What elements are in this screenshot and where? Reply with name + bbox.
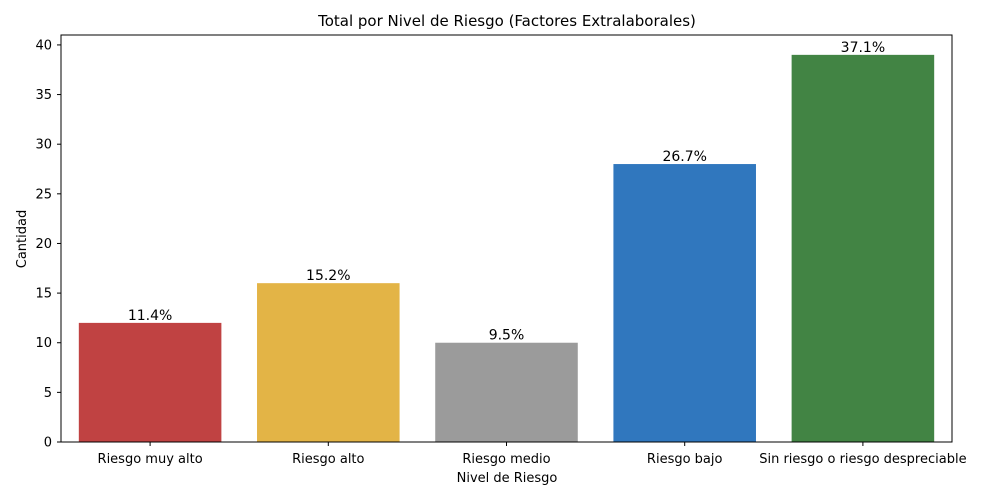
bar: [791, 54, 935, 442]
bar: [78, 322, 222, 442]
y-tick-label: 15: [35, 287, 52, 302]
y-tick-label: 5: [44, 386, 52, 401]
x-tick-label: Sin riesgo o riesgo despreciable: [759, 452, 966, 467]
x-tick-label: Riesgo medio: [462, 452, 550, 467]
x-tick-label: Riesgo muy alto: [98, 452, 203, 467]
bar: [435, 342, 578, 442]
y-tick-label: 35: [35, 88, 52, 103]
y-tick-label: 30: [35, 138, 52, 153]
y-tick-label: 40: [35, 38, 52, 53]
data-labels-group: 11.4% 15.2% 9.5% 26.7% 37.1%: [128, 40, 885, 344]
y-tick-label: 25: [35, 187, 52, 202]
bar: [257, 283, 400, 442]
y-axis: 0 5 10 15 20 25 30 35 40: [35, 38, 61, 451]
x-axis-label: Nivel de Riesgo: [457, 471, 558, 486]
x-tick-label: Riesgo alto: [292, 452, 364, 467]
bar-data-label: 15.2%: [306, 268, 350, 284]
bar-data-label: 26.7%: [662, 149, 706, 165]
x-axis: Riesgo muy alto Riesgo alto Riesgo medio Ri…: [98, 442, 967, 467]
y-axis-label: Cantidad: [15, 210, 30, 268]
y-tick-label: 10: [35, 336, 52, 351]
x-tick-label: Riesgo bajo: [647, 452, 723, 467]
bar: [613, 164, 756, 443]
bar-data-label: 37.1%: [841, 40, 885, 56]
bars-group: [78, 54, 935, 443]
chart-title: Total por Nivel de Riesgo (Factores Extr…: [317, 12, 696, 30]
bar-data-label: 9.5%: [489, 328, 525, 344]
bar-data-label: 11.4%: [128, 308, 172, 324]
y-tick-label: 0: [44, 436, 52, 451]
y-tick-label: 20: [35, 237, 52, 252]
